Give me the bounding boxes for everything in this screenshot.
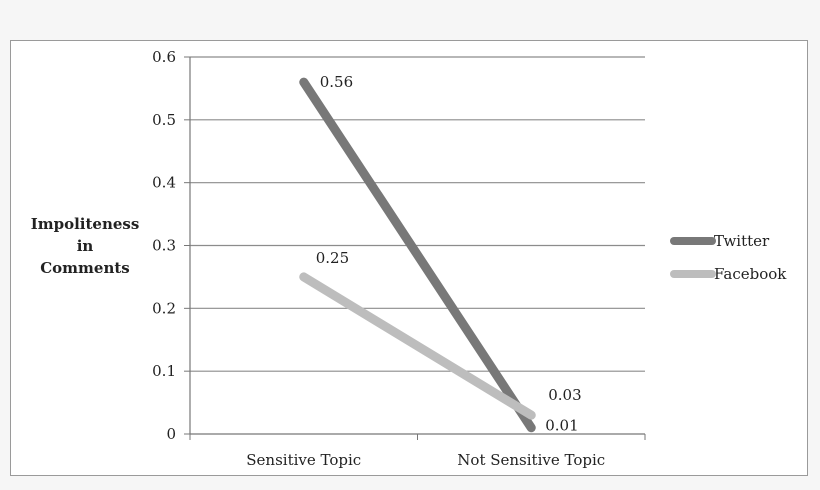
y-tick-labels: 0 0.1 0.2 0.3 0.4 0.5 0.6 [152, 48, 176, 443]
y-tick-label: 0.4 [152, 174, 176, 192]
y-tick-label: 0 [166, 425, 176, 443]
data-labels: 0.56 0.01 0.25 0.03 [316, 73, 582, 435]
legend: Twitter Facebook [670, 232, 787, 283]
chart-frame [10, 40, 808, 476]
legend-label: Facebook [714, 265, 787, 283]
series-line-twitter [299, 77, 536, 433]
legend-label: Twitter [714, 232, 770, 250]
y-tick-label: 0.6 [152, 48, 176, 66]
axes [184, 56, 646, 440]
x-category-label: Sensitive Topic [246, 451, 361, 469]
y-tick-label: 0.3 [152, 237, 176, 255]
y-tick-label: 0.2 [152, 299, 176, 317]
y-tick-label: 0.1 [152, 362, 176, 380]
y-tick-label: 0.5 [152, 111, 176, 129]
data-label: 0.03 [548, 386, 581, 404]
y-axis-label-line: in [77, 237, 94, 255]
y-axis-label-line: Comments [40, 259, 130, 277]
gridlines [190, 56, 645, 372]
y-axis-label: Impoliteness in Comments [31, 215, 140, 277]
series-line-facebook [299, 272, 536, 420]
y-axis-label-line: Impoliteness [31, 215, 140, 233]
x-category-labels: Sensitive Topic Not Sensitive Topic [246, 451, 605, 469]
series-lines [299, 77, 536, 433]
data-label: 0.56 [320, 73, 353, 91]
data-label: 0.25 [316, 249, 349, 267]
x-category-label: Not Sensitive Topic [457, 451, 605, 469]
data-label: 0.01 [545, 417, 578, 435]
